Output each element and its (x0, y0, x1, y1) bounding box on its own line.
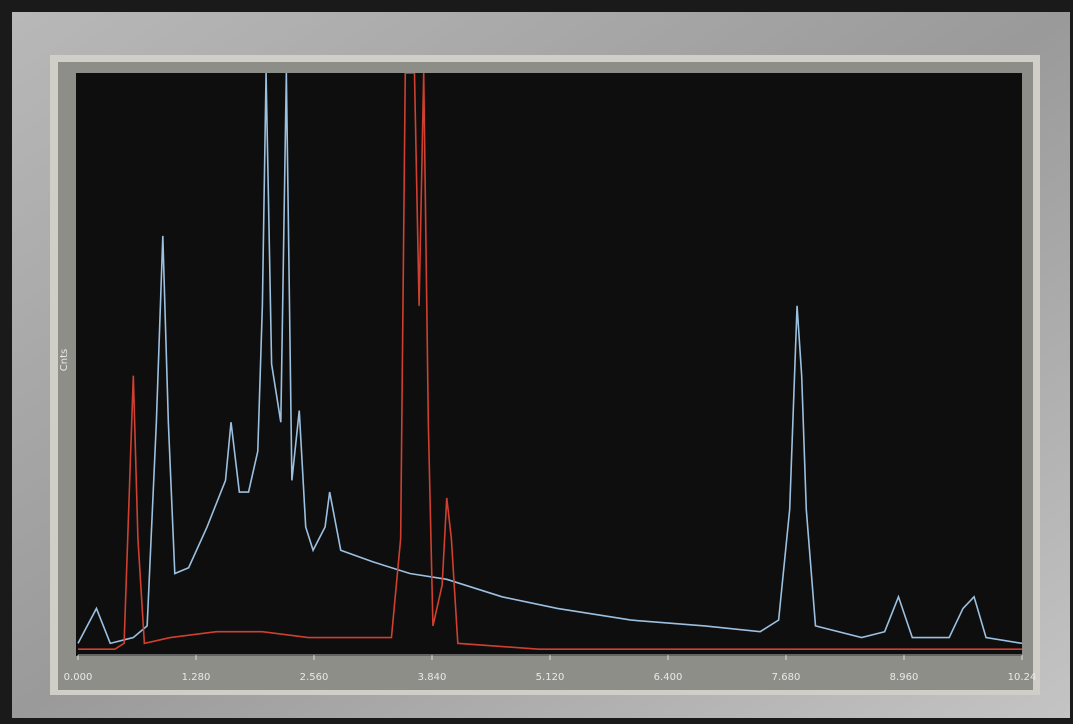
y-axis-label: Cnts (59, 349, 70, 371)
x-tick-label: 7.680 (772, 672, 801, 683)
x-tick-label: 0.000 (64, 672, 93, 683)
x-tick-label: 8.960 (890, 672, 919, 683)
x-tick-label: 5.120 (536, 672, 565, 683)
chart: Cnts 0.000 1.280 2.560 3.840 5.120 6.400 7.680… (0, 0, 1073, 720)
page: Cnts 0.000 1.280 2.560 3.840 5.120 6.400 7.680… (0, 0, 1073, 720)
x-tick-label: 2.560 (300, 672, 329, 683)
x-tick-label: 1.280 (182, 672, 211, 683)
x-tick-label: 3.840 (418, 672, 447, 683)
x-tick-label: 10.24 (1008, 672, 1037, 683)
x-tick-label: 6.400 (654, 672, 683, 683)
plot-area (76, 73, 1022, 656)
